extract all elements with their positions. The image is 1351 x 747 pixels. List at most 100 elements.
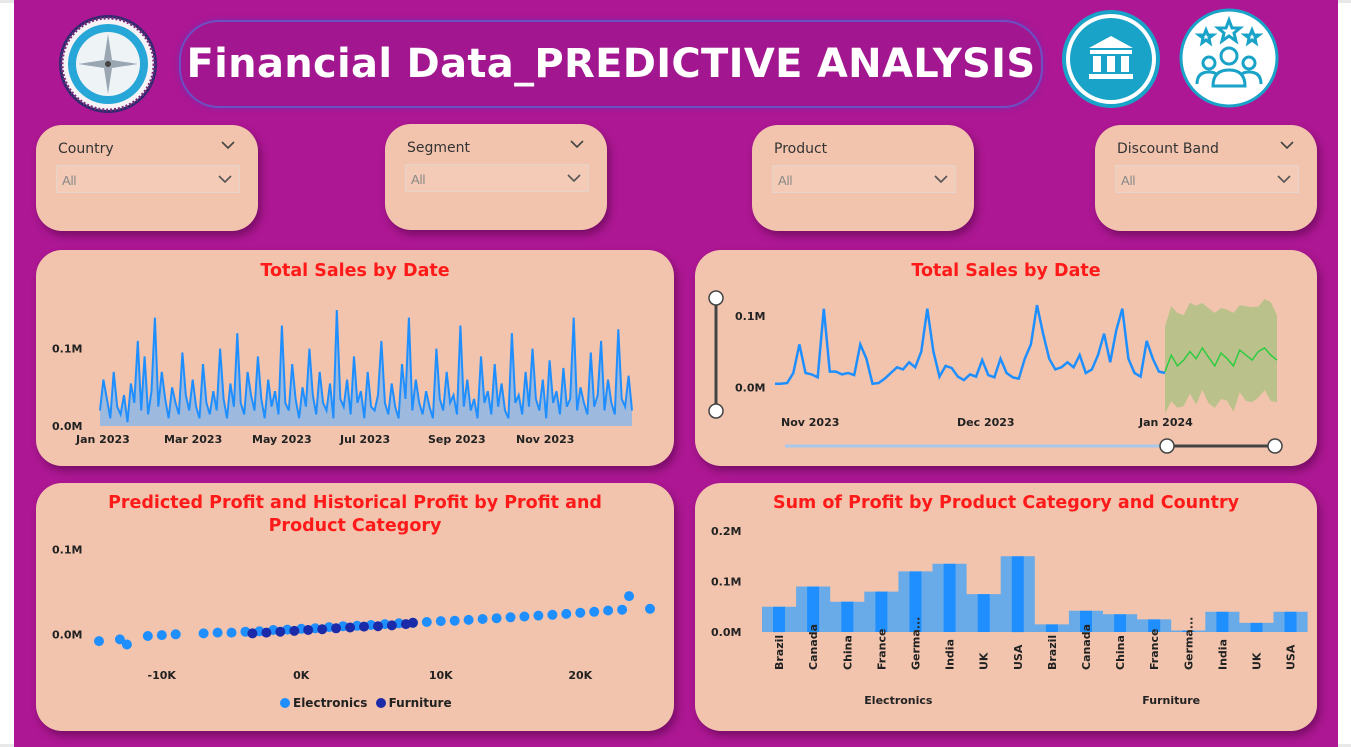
profit-bar-china	[1114, 614, 1127, 632]
product-dropdown[interactable]: All	[772, 165, 956, 193]
x-tick-label: Mar 2023	[164, 433, 222, 446]
scatter-point-electronics	[624, 591, 635, 602]
scatter-point-furniture	[247, 628, 258, 639]
scatter-point-electronics	[505, 612, 516, 623]
x-tick-label: Nov 2023	[781, 416, 839, 429]
discount-band-dropdown[interactable]: All	[1115, 165, 1299, 193]
profit-scatter-chart[interactable]: 0.1M 0.0M -10K 0K 10K 20K	[36, 483, 674, 731]
segment-slicer[interactable]: Segment All	[385, 124, 607, 230]
x-tick-label: Nov 2023	[516, 433, 574, 446]
profit-bar-usa	[1284, 611, 1297, 632]
x-tick-label: 0K	[293, 669, 310, 682]
forecast-confidence-band	[1165, 299, 1277, 414]
profit-bar-uk	[977, 594, 990, 632]
team-rating-icon[interactable]	[1179, 8, 1279, 108]
profit-bar-china	[841, 601, 854, 632]
scatter-point-furniture	[289, 625, 300, 636]
scatter-point-furniture	[261, 627, 272, 638]
group-label-electronics: Electronics	[864, 694, 933, 707]
scatter-point-electronics	[547, 609, 558, 620]
chevron-down-icon[interactable]	[1279, 139, 1295, 151]
chevron-down-icon[interactable]	[220, 139, 236, 151]
vertical-zoom-handle-bottom[interactable]	[708, 403, 724, 419]
country-slicer[interactable]: Country All	[36, 125, 258, 231]
chevron-down-icon[interactable]	[933, 173, 949, 185]
discount-band-slicer[interactable]: Discount Band All	[1095, 125, 1317, 231]
forecast-line-chart[interactable]: 0.1M 0.0M Nov 2023 Dec 2023 Jan 2024	[695, 250, 1317, 466]
profit-bar-brazil	[773, 606, 785, 633]
x-category-label: USA	[1012, 644, 1025, 670]
x-category-label: UK	[1251, 652, 1264, 670]
scatter-point-furniture	[407, 617, 418, 628]
segment-selected-value: All	[411, 172, 426, 187]
x-tick-label: Jan 2024	[1138, 416, 1193, 429]
x-category-label: India	[1216, 639, 1229, 670]
y-tick-label: 0.0M	[711, 626, 741, 639]
bank-icon[interactable]	[1062, 10, 1160, 108]
y-tick-label: 0.1M	[52, 343, 82, 356]
profit-bar-uk	[1250, 622, 1263, 632]
country-selected-value: All	[62, 173, 77, 188]
segment-dropdown[interactable]: All	[405, 164, 589, 192]
forecast-chart-title: Total Sales by Date	[911, 261, 1101, 281]
scatter-point-furniture	[303, 625, 314, 635]
scatter-point-electronics	[170, 629, 181, 640]
scatter-point-electronics	[114, 634, 125, 645]
country-dropdown[interactable]: All	[56, 165, 240, 193]
scatter-point-electronics	[142, 631, 153, 641]
chevron-down-icon[interactable]	[217, 173, 233, 185]
report-title-banner: Financial Data_PREDICTIVE ANALYSIS	[179, 20, 1043, 108]
scatter-point-electronics	[589, 606, 600, 617]
x-category-label: Brazil	[773, 635, 786, 670]
x-category-label: Canada	[807, 624, 820, 670]
report-title: Financial Data_PREDICTIVE ANALYSIS	[186, 41, 1036, 87]
scatter-point-electronics	[198, 628, 209, 639]
product-slicer[interactable]: Product All	[752, 125, 974, 231]
sales-forecast-card: Total Sales by Date 0.1M 0.0M Nov 2023 Dec …	[695, 250, 1317, 466]
scatter-point-furniture	[359, 621, 369, 632]
scatter-point-electronics	[212, 627, 223, 638]
scatter-point-electronics	[533, 610, 544, 621]
scatter-point-electronics	[603, 605, 614, 616]
x-tick-label: -10K	[148, 669, 177, 682]
y-tick-label: 0.0M	[735, 381, 765, 394]
chevron-down-icon[interactable]	[1276, 173, 1292, 185]
scatter-point-electronics	[121, 639, 132, 650]
scatter-point-electronics	[449, 615, 460, 626]
scatter-point-electronics	[617, 604, 628, 615]
vertical-zoom-handle-top[interactable]	[708, 290, 724, 306]
scatter-legend: Electronics Furniture	[280, 696, 452, 710]
scatter-point-electronics	[421, 617, 432, 627]
chevron-down-icon[interactable]	[569, 138, 585, 150]
legend-item-electronics[interactable]: Electronics	[280, 696, 367, 710]
x-category-label: France	[1148, 629, 1161, 670]
sales-chart-title: Total Sales by Date	[260, 261, 450, 281]
scatter-point-electronics	[491, 613, 502, 624]
product-slicer-label: Product	[774, 141, 828, 157]
discount-band-slicer-label: Discount Band	[1117, 141, 1219, 157]
profit-bar-india	[1216, 611, 1229, 632]
scatter-point-furniture	[331, 623, 342, 634]
scatter-point-electronics	[435, 616, 446, 627]
x-category-label: France	[875, 629, 888, 670]
x-tick-label: May 2023	[252, 433, 312, 446]
profit-by-category-card: Sum of Profit by Product Category and Co…	[695, 483, 1317, 731]
sales-by-date-card: Total Sales by Date 0.1M 0.0M Jan 2023 Mar …	[36, 250, 674, 466]
sales-history-line	[775, 304, 1166, 386]
chevron-down-icon[interactable]	[566, 172, 582, 184]
legend-item-furniture[interactable]: Furniture	[375, 696, 452, 710]
horizontal-zoom-handle-left[interactable]	[1159, 438, 1175, 454]
scatter-point-electronics	[575, 607, 586, 618]
profit-ribbon-chart[interactable]: Brazil Canada China France Germa... India UK US…	[695, 483, 1317, 731]
scatter-point-electronics	[645, 603, 655, 614]
scatter-point-electronics	[519, 611, 530, 622]
scatter-point-electronics	[477, 614, 488, 624]
profit-chart-title: Sum of Profit by Product Category and Co…	[773, 493, 1239, 513]
sales-forecast-line	[1164, 346, 1278, 372]
horizontal-zoom-handle-right[interactable]	[1267, 438, 1283, 454]
legend-label-electronics: Electronics	[293, 696, 368, 710]
y-tick-label: 0.1M	[52, 543, 82, 556]
legend-dot-furniture	[375, 698, 386, 708]
segment-slicer-label: Segment	[407, 140, 470, 156]
